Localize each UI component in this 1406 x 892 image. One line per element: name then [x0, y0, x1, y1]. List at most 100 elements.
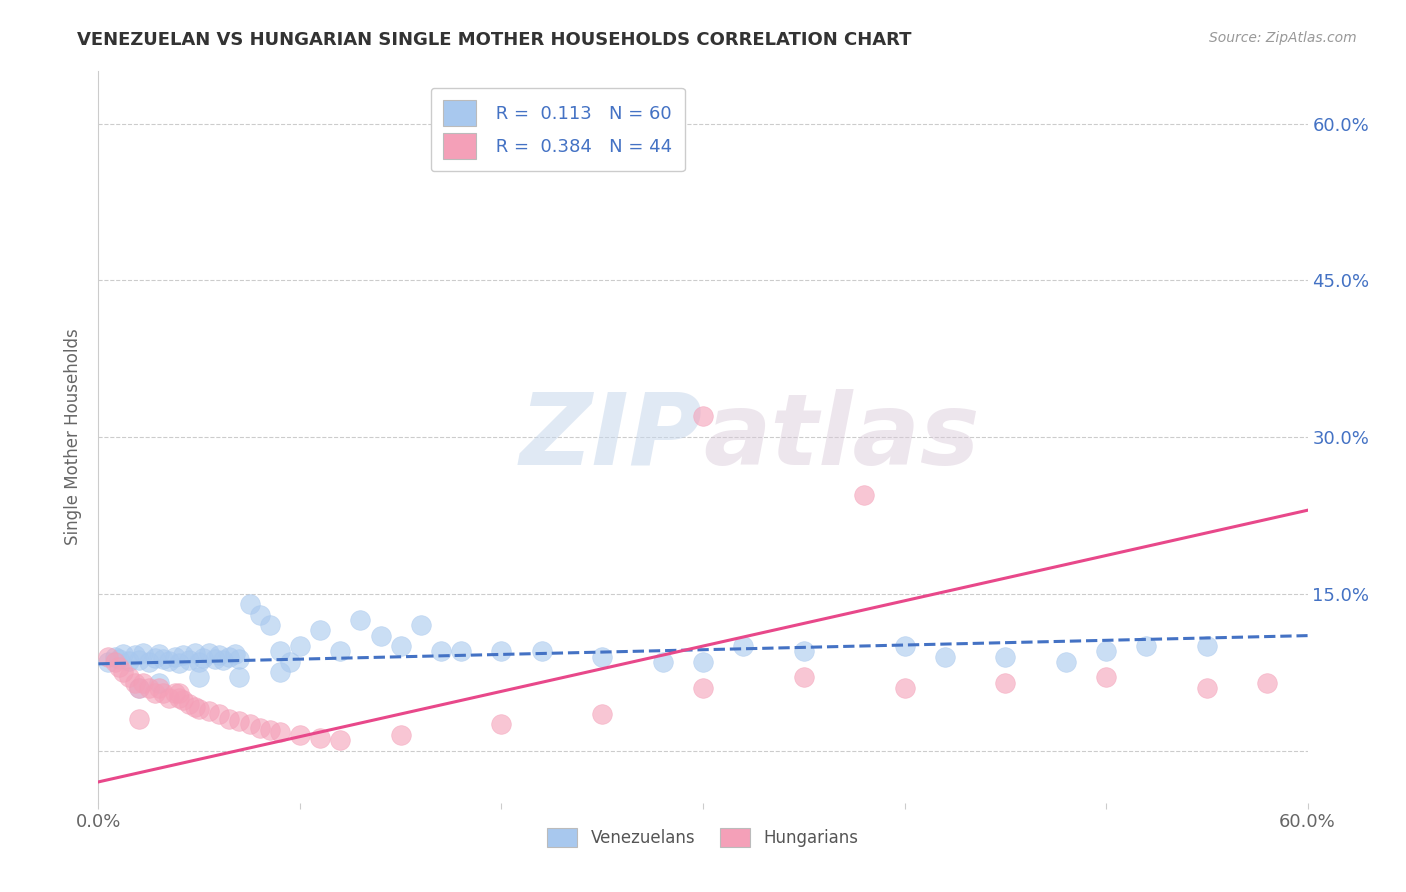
Point — [157, 691, 180, 706]
Point — [389, 728, 412, 742]
Point — [179, 653, 201, 667]
Point — [692, 681, 714, 695]
Point — [148, 675, 170, 690]
Point — [288, 728, 311, 742]
Point — [269, 665, 291, 680]
Point — [107, 660, 129, 674]
Point — [591, 706, 613, 721]
Point — [853, 487, 876, 501]
Point — [167, 686, 190, 700]
Legend: Venezuelans, Hungarians: Venezuelans, Hungarians — [534, 814, 872, 860]
Point — [118, 654, 141, 668]
Point — [138, 655, 160, 669]
Point — [188, 655, 211, 669]
Point — [1256, 675, 1278, 690]
Point — [239, 717, 262, 731]
Point — [692, 655, 714, 669]
Point — [167, 656, 190, 670]
Point — [143, 650, 166, 665]
Point — [994, 649, 1017, 664]
Point — [128, 681, 150, 695]
Point — [103, 655, 125, 669]
Text: atlas: atlas — [703, 389, 980, 485]
Point — [163, 686, 186, 700]
Point — [128, 653, 150, 667]
Point — [389, 639, 412, 653]
Point — [793, 670, 815, 684]
Point — [172, 693, 194, 707]
Point — [184, 646, 207, 660]
Point — [218, 712, 240, 726]
Point — [167, 691, 190, 706]
Point — [218, 649, 240, 664]
Point — [430, 644, 453, 658]
Point — [128, 681, 150, 695]
Point — [269, 644, 291, 658]
Point — [193, 650, 215, 665]
Point — [450, 644, 472, 658]
Point — [692, 409, 714, 424]
Y-axis label: Single Mother Households: Single Mother Households — [65, 329, 83, 545]
Point — [934, 649, 956, 664]
Point — [249, 721, 271, 735]
Point — [224, 648, 246, 662]
Point — [288, 639, 311, 653]
Point — [188, 670, 211, 684]
Point — [793, 644, 815, 658]
Point — [103, 649, 125, 664]
Point — [124, 648, 146, 663]
Point — [1095, 644, 1118, 658]
Point — [309, 731, 332, 745]
Point — [157, 654, 180, 668]
Text: ZIP: ZIP — [520, 389, 703, 485]
Point — [212, 653, 235, 667]
Text: Source: ZipAtlas.com: Source: ZipAtlas.com — [1209, 31, 1357, 45]
Point — [329, 733, 352, 747]
Point — [269, 724, 291, 739]
Point — [228, 670, 250, 684]
Point — [1095, 670, 1118, 684]
Point — [1195, 681, 1218, 695]
Point — [228, 651, 250, 665]
Point — [204, 651, 226, 665]
Point — [893, 681, 915, 695]
Point — [491, 644, 513, 658]
Point — [1195, 639, 1218, 653]
Point — [239, 597, 262, 611]
Point — [893, 639, 915, 653]
Point — [208, 648, 231, 663]
Point — [163, 649, 186, 664]
Point — [184, 699, 207, 714]
Point — [97, 649, 120, 664]
Point — [138, 681, 160, 695]
Point — [198, 646, 221, 660]
Point — [228, 714, 250, 729]
Point — [118, 670, 141, 684]
Point — [591, 649, 613, 664]
Point — [1135, 639, 1157, 653]
Text: VENEZUELAN VS HUNGARIAN SINGLE MOTHER HOUSEHOLDS CORRELATION CHART: VENEZUELAN VS HUNGARIAN SINGLE MOTHER HO… — [77, 31, 912, 49]
Point — [1054, 655, 1077, 669]
Point — [278, 655, 301, 669]
Point — [97, 655, 120, 669]
Point — [132, 646, 155, 660]
Point — [329, 644, 352, 658]
Point — [179, 697, 201, 711]
Point — [349, 613, 371, 627]
Point — [651, 655, 673, 669]
Point — [111, 648, 134, 662]
Point — [143, 686, 166, 700]
Point — [198, 704, 221, 718]
Point — [111, 665, 134, 680]
Point — [172, 648, 194, 663]
Point — [132, 675, 155, 690]
Point — [259, 618, 281, 632]
Point — [249, 607, 271, 622]
Point — [124, 675, 146, 690]
Point — [148, 681, 170, 695]
Point — [107, 651, 129, 665]
Point — [491, 717, 513, 731]
Point — [208, 706, 231, 721]
Point — [152, 651, 174, 665]
Point — [733, 639, 755, 653]
